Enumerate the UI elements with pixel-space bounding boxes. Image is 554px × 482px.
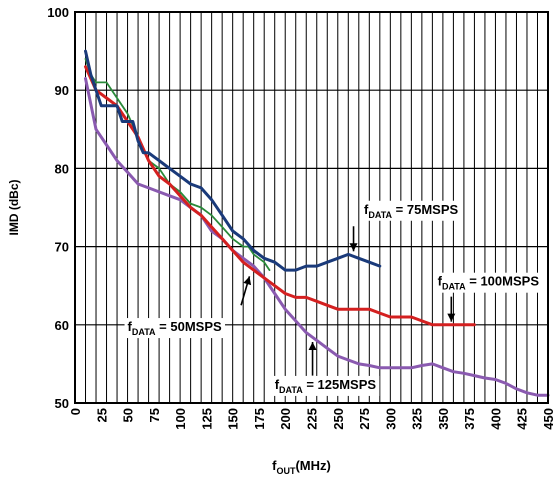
series-lines: [84, 49, 550, 397]
x-tick-label: 275: [357, 408, 372, 430]
x-tick-labels: 0 25 50 75 100 125 150 175 200 225 250 275 300 325 350…: [68, 408, 554, 430]
y-tick-label: 100: [47, 5, 69, 20]
x-tick-label: 375: [462, 408, 477, 430]
x-axis-label-main: f: [272, 458, 277, 473]
x-axis-label-unit: (MHz): [295, 458, 330, 473]
series-label-main: f: [275, 377, 280, 392]
series-label-background: [434, 272, 543, 293]
x-tick-label: 75: [147, 408, 162, 422]
series-label: fDATA = 50MSPS: [128, 319, 222, 337]
annotation-arrow-head: [308, 342, 317, 351]
series-line--100msps: [84, 65, 476, 327]
y-tick-labels: 50 60 70 80 90 100: [47, 5, 69, 411]
series-label-sub: DATA: [368, 210, 392, 220]
y-axis-label: IMD (dBc): [7, 180, 21, 236]
x-tick-label: 0: [68, 408, 83, 415]
plot-frame: [74, 11, 549, 404]
y-tick-label: 50: [55, 396, 69, 411]
x-tick-label: 100: [173, 408, 188, 430]
series-label-sub: DATA: [442, 282, 466, 292]
x-axis-label-sub: OUT: [276, 466, 296, 476]
y-tick-label: 70: [55, 240, 69, 255]
series-label-background: [361, 200, 462, 221]
x-tick-label: 150: [226, 408, 241, 430]
series-line--75msps: [84, 49, 382, 272]
y-tick-label: 60: [55, 318, 69, 333]
x-axis-label: fOUT(MHz): [272, 458, 331, 476]
annotation-arrow-head: [447, 313, 456, 322]
series-label-background: [271, 375, 380, 396]
series-label-sub: DATA: [132, 327, 156, 337]
y-tick-label: 90: [55, 83, 69, 98]
x-tick-label: 400: [488, 408, 503, 430]
series-label: fDATA = 75MSPS: [364, 202, 458, 220]
x-tick-label: 300: [383, 408, 398, 430]
series-label-rest: = 125MSPS: [303, 377, 377, 392]
x-tick-label: 450: [541, 408, 554, 430]
series-label-background: [124, 318, 226, 339]
series-line--125msps: [84, 77, 550, 397]
x-tick-label: 25: [94, 408, 109, 422]
annotation-arrow-head: [349, 243, 358, 252]
series-label-rest: = 100MSPS: [466, 274, 540, 289]
series-label-main: f: [438, 274, 443, 289]
x-tick-label: 350: [436, 408, 451, 430]
series-label: fDATA = 125MSPS: [275, 377, 377, 395]
annotation-arrow-head: [243, 276, 252, 286]
x-tick-label: 125: [199, 408, 214, 430]
x-tick-label: 425: [515, 408, 530, 430]
x-tick-label: 175: [252, 408, 267, 430]
series-label-main: f: [364, 202, 369, 217]
x-tick-label: 225: [305, 408, 320, 430]
series-label-rest: = 50MSPS: [156, 319, 222, 334]
series-label-sub: DATA: [279, 385, 303, 395]
x-tick-label: 325: [410, 408, 425, 430]
y-tick-label: 80: [55, 161, 69, 176]
x-tick-label: 200: [278, 408, 293, 430]
x-tick-label: 250: [331, 408, 346, 430]
x-tick-label: 50: [121, 408, 136, 422]
series-label-rest: = 75MSPS: [392, 202, 458, 217]
series-label: fDATA = 100MSPS: [438, 274, 540, 292]
series-label-main: f: [128, 319, 133, 334]
